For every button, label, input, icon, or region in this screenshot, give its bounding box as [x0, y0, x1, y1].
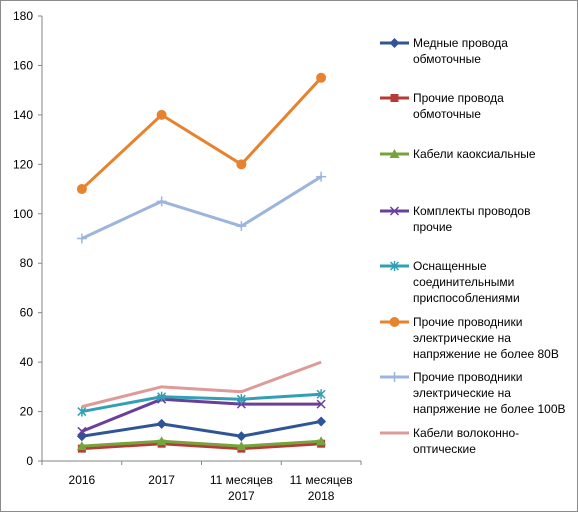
series-line-1	[81, 419, 322, 438]
x-tick-label: 2016	[69, 473, 96, 487]
x-tick-label: 11 месяцев 2017	[210, 473, 273, 503]
legend-item-6: Прочие проводники электрические на напряже…	[380, 315, 559, 361]
series-line-5	[81, 392, 322, 414]
data-point-s7-2	[156, 196, 167, 207]
y-tick-label: 180	[13, 9, 33, 23]
legend-swatch-marker	[389, 206, 400, 216]
y-tick-label: 80	[20, 256, 34, 270]
data-point-s1-4	[316, 416, 327, 427]
y-tick-label: 120	[13, 157, 33, 171]
legend-item-5: Оснащенные соединительными приспособлениям…	[380, 259, 520, 305]
legend-item-3: Кабели каоксиальные	[380, 147, 536, 161]
data-point-s5-4	[316, 389, 326, 400]
legend-label: Оснащенные соединительными приспособлениям…	[413, 259, 520, 305]
y-tick-label: 160	[13, 58, 33, 72]
legend-swatch-marker	[389, 38, 400, 48]
data-point-s7-3	[236, 221, 247, 232]
legend-label: Медные провода обмоточные	[413, 36, 508, 66]
legend-item-2: Прочие провода обмоточные	[380, 91, 504, 121]
series-line-7	[81, 175, 322, 240]
data-point-s3-4	[316, 436, 327, 446]
legend-swatch-marker	[390, 94, 399, 102]
series-line-8	[81, 360, 322, 409]
data-point-s5-1	[77, 406, 87, 417]
data-point-s4-1	[77, 426, 87, 436]
data-point-s1-3	[236, 431, 247, 442]
legend-item-1: Медные провода обмоточные	[380, 36, 508, 66]
y-tick-label: 100	[13, 207, 33, 221]
series-line-3	[81, 439, 322, 448]
legend-label: Прочие проводники электрические на напряже…	[413, 315, 559, 361]
data-point-s6-4	[316, 72, 327, 83]
data-point-s6-3	[236, 159, 247, 170]
legend-item-8: Кабели волоконно-оптические	[380, 426, 519, 456]
data-point-s4-4	[316, 399, 326, 409]
data-point-s1-2	[156, 418, 167, 429]
legend-label: Кабели каоксиальные	[413, 147, 536, 161]
legend-label: Прочие проводники электрические на напряже…	[413, 370, 566, 416]
data-point-s3-1	[76, 441, 87, 451]
legend-swatch-marker	[389, 317, 400, 327]
data-point-s6-2	[156, 109, 167, 120]
series-line-6	[80, 76, 323, 191]
series-line-2	[81, 442, 322, 451]
x-tick-label: 11 месяцев 2018	[290, 473, 353, 503]
legend-item-7: Прочие проводники электрические на напряже…	[380, 370, 566, 416]
legend-label: Комплекты проводов прочие	[413, 204, 530, 234]
data-point-s1-1	[76, 431, 87, 442]
legend-label: Кабели волоконно-оптические	[413, 426, 519, 456]
legend-label: Прочие провода обмоточные	[413, 91, 504, 121]
series-line-4	[81, 397, 322, 433]
legend-swatch-marker	[389, 372, 400, 382]
legend-swatch-marker	[389, 149, 400, 158]
x-tick-label: 2017	[148, 473, 175, 487]
data-point-s7-4	[316, 171, 327, 182]
data-point-s3-2	[156, 436, 167, 446]
data-point-s5-3	[236, 394, 246, 405]
y-tick-label: 60	[20, 306, 34, 320]
y-tick-label: 40	[20, 355, 34, 369]
legend-swatch-marker	[389, 261, 400, 271]
y-tick-label: 20	[20, 405, 34, 419]
data-point-s5-2	[157, 391, 167, 402]
y-tick-label: 140	[13, 108, 33, 122]
legend-item-4: Комплекты проводов прочие	[380, 204, 530, 234]
y-tick-label: 0	[26, 454, 33, 468]
data-point-s6-1	[76, 184, 87, 195]
data-point-s7-1	[76, 233, 87, 244]
data-point-s3-3	[236, 441, 247, 451]
